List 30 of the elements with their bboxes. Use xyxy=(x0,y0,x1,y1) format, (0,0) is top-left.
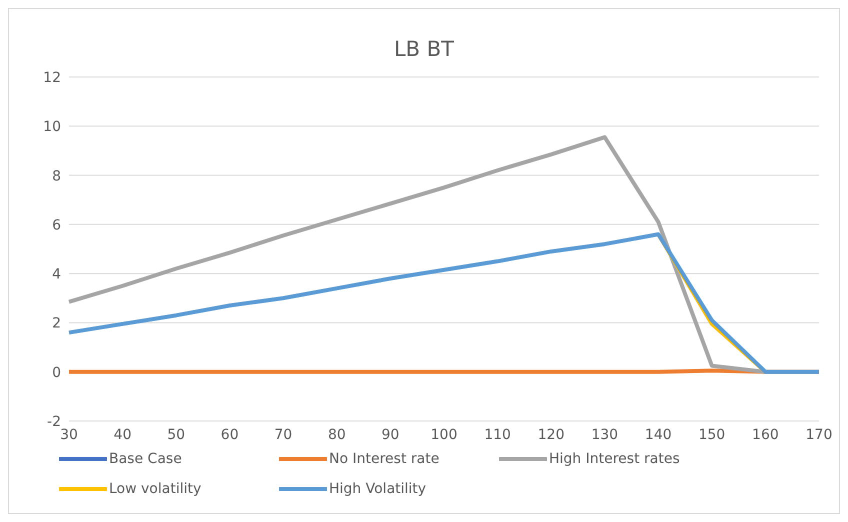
x-tick-label: 40 xyxy=(114,426,132,443)
y-tick-label: 10 xyxy=(43,119,61,136)
legend-label: Low volatility xyxy=(109,481,202,497)
x-tick-label: 70 xyxy=(274,426,292,443)
legend-label: Base Case xyxy=(109,451,182,467)
y-tick-label: 8 xyxy=(52,168,61,184)
x-tick-label: 140 xyxy=(644,426,672,443)
line-series xyxy=(67,232,821,374)
x-tick-label: 120 xyxy=(538,426,565,443)
x-tick-label: 130 xyxy=(591,426,618,443)
y-tick-label: 2 xyxy=(52,316,61,332)
y-tick-label: 4 xyxy=(52,266,62,283)
x-tick-label: 50 xyxy=(167,426,186,443)
x-tick-label: 60 xyxy=(220,426,239,443)
x-tick-label: 170 xyxy=(806,426,832,443)
x-tick-label: 100 xyxy=(430,426,458,443)
legend-label: High Interest rates xyxy=(549,451,680,467)
x-tick-label: 80 xyxy=(328,426,346,443)
chart-title: LB BT xyxy=(392,37,456,63)
x-tick-label: 30 xyxy=(60,426,78,443)
x-tick-label: 90 xyxy=(382,426,400,443)
y-tick-label: 6 xyxy=(52,217,62,234)
legend-label: No Interest rate xyxy=(329,451,440,467)
x-tick-label: 160 xyxy=(752,426,779,443)
x-tick-label: 110 xyxy=(484,426,511,443)
y-tick-label: 12 xyxy=(43,70,61,86)
y-tick-label: 0 xyxy=(52,364,61,381)
y-tick-label: -2 xyxy=(47,414,61,430)
legend-label: High Volatility xyxy=(329,481,426,497)
x-tick-label: 150 xyxy=(698,426,726,443)
